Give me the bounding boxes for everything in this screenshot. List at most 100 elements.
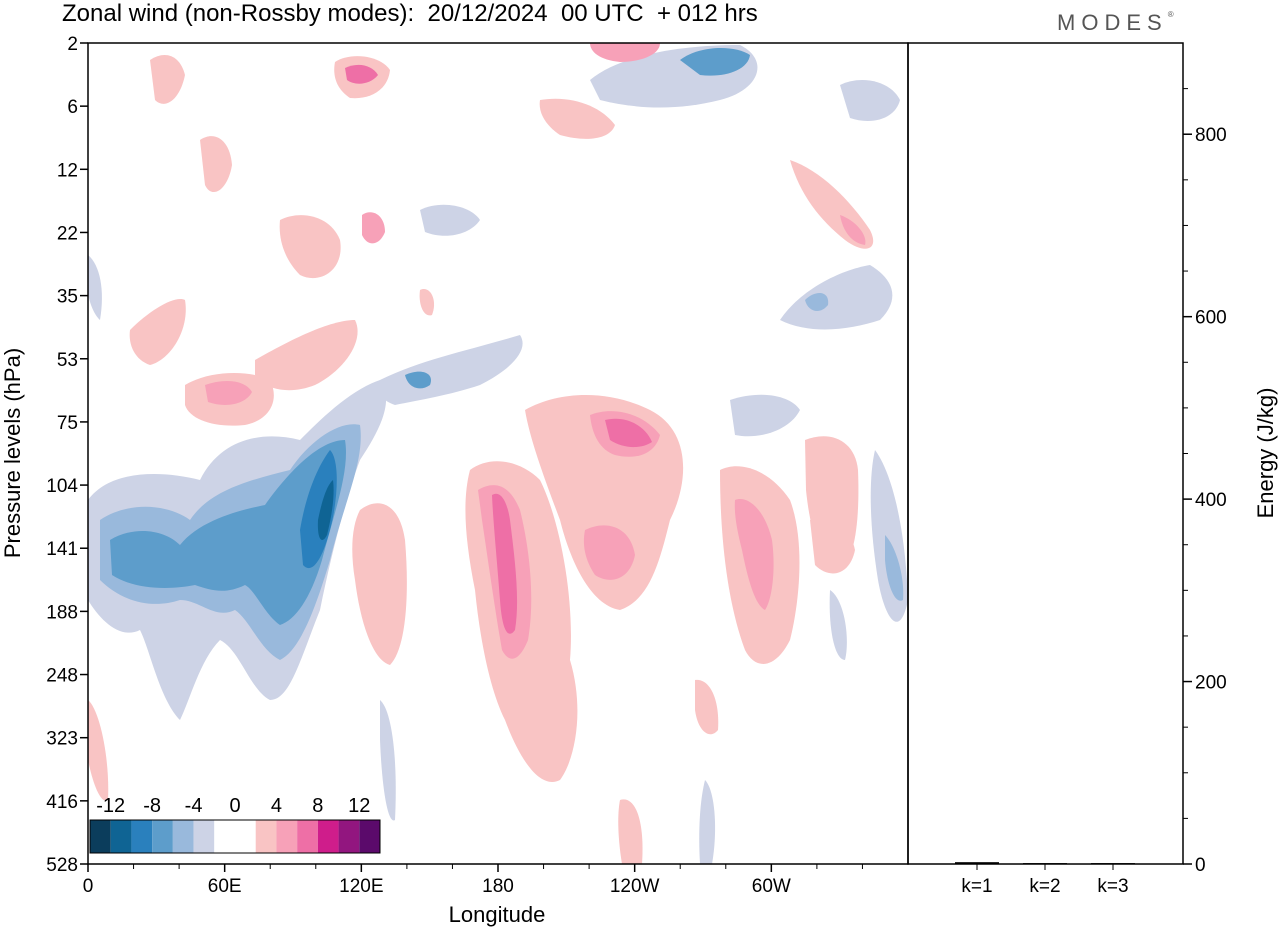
blue-core-dark bbox=[300, 450, 337, 569]
x-tick-label: 0 bbox=[83, 876, 94, 897]
red-band-upper-right-core bbox=[840, 215, 866, 245]
energy-axis: 0 200 400 600 800 bbox=[1183, 88, 1227, 876]
colorbar-swatch bbox=[131, 820, 153, 853]
blue-spot-upper bbox=[405, 371, 431, 389]
energy-tick-label: 200 bbox=[1195, 673, 1227, 694]
red-region-6-core bbox=[345, 64, 378, 84]
energy-bars: k=1 k=2 k=3 bbox=[955, 862, 1135, 897]
blue-right-104 bbox=[730, 394, 800, 437]
red-region-6-right bbox=[539, 98, 615, 139]
blue-right-35 bbox=[780, 265, 893, 330]
energy-bar bbox=[1023, 863, 1067, 865]
colorbar-swatch bbox=[359, 820, 380, 853]
heatmap-field bbox=[88, 43, 908, 864]
energy-tick-label: 800 bbox=[1195, 125, 1227, 146]
x-axis-title: Longitude bbox=[449, 902, 546, 927]
y-tick-label: 2 bbox=[67, 34, 78, 55]
blue-streak-bottom bbox=[380, 700, 396, 821]
red-region-35-center bbox=[419, 289, 435, 316]
x-tick-label: 60W bbox=[752, 876, 791, 897]
brand-logo: MODES® bbox=[1057, 10, 1174, 36]
brand-text: MODES bbox=[1057, 10, 1168, 35]
blue-right-35-core bbox=[805, 293, 829, 312]
blue-band-upper bbox=[378, 335, 523, 405]
red-region-12-left bbox=[150, 55, 185, 104]
energy-tick-label: 400 bbox=[1195, 490, 1227, 511]
x-axis: 0 60E 120E 180 120W 60W bbox=[83, 864, 863, 897]
y-axis: 2 6 12 22 35 53 75 104 141 188 248 323 416 528 bbox=[46, 34, 88, 876]
blue-left-35 bbox=[88, 255, 102, 320]
y-axis-title: Pressure levels (hPa) bbox=[0, 348, 25, 558]
y-tick-label: 323 bbox=[46, 729, 78, 750]
x-tick-label: 120E bbox=[339, 876, 383, 897]
colorbar-swatch bbox=[214, 820, 235, 853]
blue-top-right-core bbox=[680, 48, 750, 76]
red-region-12 bbox=[200, 136, 232, 193]
energy-tick-label: 0 bbox=[1195, 855, 1206, 876]
chart-title: Zonal wind (non-Rossby modes): 20/12/202… bbox=[62, 0, 758, 27]
colorbar-swatch bbox=[338, 820, 360, 853]
y-tick-label: 104 bbox=[46, 476, 78, 497]
red-streak-bottom-left bbox=[88, 700, 109, 801]
colorbar-swatch bbox=[297, 820, 318, 853]
blue-core-darkest bbox=[317, 480, 334, 540]
brand-mark: ® bbox=[1167, 10, 1174, 19]
colorbar-label: 4 bbox=[271, 795, 282, 817]
blue-mid-upper bbox=[420, 204, 480, 236]
colorbar-label: -4 bbox=[185, 795, 203, 817]
blue-right-edge-core bbox=[885, 535, 904, 601]
red-streak-bottom-center bbox=[618, 799, 643, 864]
y-tick-label: 75 bbox=[57, 413, 78, 434]
colorbar-swatch bbox=[152, 820, 173, 853]
colorbar-label: 12 bbox=[348, 795, 370, 817]
colorbar-label: -12 bbox=[96, 795, 125, 817]
blue-region-inner bbox=[110, 440, 346, 625]
energy-bar bbox=[1091, 863, 1135, 865]
red-region-bottom-right bbox=[695, 679, 719, 735]
bar-category-label: k=3 bbox=[1097, 876, 1128, 897]
red-region-60w-mid bbox=[734, 499, 774, 610]
blue-streak-188 bbox=[829, 590, 847, 660]
y-tick-label: 53 bbox=[57, 350, 78, 371]
red-region-center-core bbox=[492, 493, 518, 634]
colorbar-swatch bbox=[317, 820, 339, 853]
y-tick-label: 12 bbox=[57, 160, 78, 181]
colorbar: -12 -8 -4 0 4 8 12 bbox=[89, 795, 381, 854]
red-region-75-left-core bbox=[205, 380, 252, 405]
red-region-120e bbox=[352, 503, 407, 665]
red-region-141-mid bbox=[583, 525, 635, 580]
colorbar-swatch bbox=[255, 820, 277, 853]
y-tick-label: 416 bbox=[46, 792, 78, 813]
energy-bar bbox=[955, 862, 999, 864]
red-region-22-mid bbox=[362, 212, 385, 244]
bar-category-label: k=1 bbox=[961, 876, 992, 897]
bar-category-label: k=2 bbox=[1029, 876, 1060, 897]
colorbar-swatch bbox=[276, 820, 298, 853]
colorbar-frame bbox=[89, 819, 381, 854]
energy-axis-title: Energy (J/kg) bbox=[1253, 388, 1278, 519]
bar-panel-frame bbox=[907, 42, 1184, 865]
colorbar-swatch bbox=[235, 820, 256, 853]
red-region-120w-core bbox=[605, 418, 652, 448]
red-band-53 bbox=[255, 320, 358, 391]
red-region-53-left bbox=[129, 299, 186, 365]
x-tick-label: 60E bbox=[208, 876, 242, 897]
colorbar-swatch bbox=[172, 820, 194, 853]
y-tick-label: 22 bbox=[57, 223, 78, 244]
colorbar-swatch bbox=[193, 820, 215, 853]
x-tick-label: 120W bbox=[610, 876, 660, 897]
energy-tick-label: 600 bbox=[1195, 308, 1227, 329]
blue-streak-bottom-right bbox=[699, 780, 716, 864]
colorbar-swatch bbox=[110, 820, 132, 853]
y-tick-label: 248 bbox=[46, 666, 78, 687]
blue-upper-right-6 bbox=[840, 80, 900, 121]
red-region-top bbox=[590, 43, 660, 62]
colorbar-label: -8 bbox=[143, 795, 161, 817]
y-tick-label: 188 bbox=[46, 602, 78, 623]
red-region-22 bbox=[279, 215, 341, 279]
colorbar-swatch bbox=[90, 820, 111, 853]
y-tick-label: 528 bbox=[46, 855, 78, 876]
colorbar-label: 0 bbox=[229, 795, 240, 817]
y-tick-label: 6 bbox=[67, 97, 78, 118]
